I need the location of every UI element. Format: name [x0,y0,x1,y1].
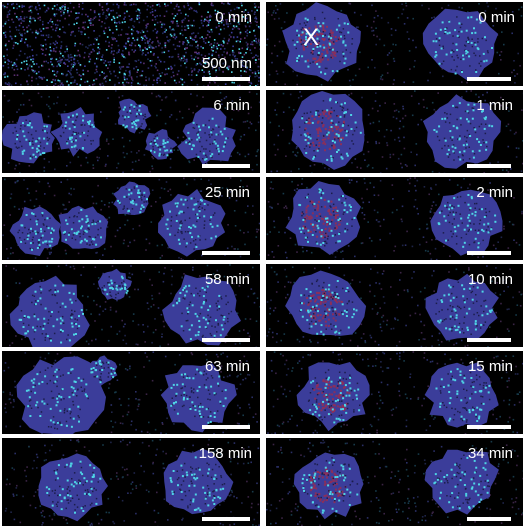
right-panel-5: 15 min [266,351,523,434]
scale-bar [202,164,250,168]
time-label: 1 min [476,97,513,114]
left-panel-4: 58 min [2,264,260,347]
time-label: 6 min [213,97,250,114]
time-label: 34 min [467,445,513,462]
left-panel-3: 25 min [2,177,260,260]
micrograph-image [266,264,523,347]
scale-bar [467,77,511,81]
micrograph-image [266,438,523,526]
micrograph-image [266,177,523,260]
scale-bar [467,164,511,168]
scale-bar [467,338,511,342]
micrograph-image [266,351,523,434]
time-label: 158 min [198,445,252,462]
micrograph-image [2,2,260,86]
scale-bar [467,425,511,429]
scale-bar [467,517,511,521]
micrograph-image [2,351,260,434]
right-panel-4: 10 min [266,264,523,347]
time-label: 15 min [467,358,513,375]
micrograph-image [2,264,260,347]
left-panel-2: 6 min [2,90,260,173]
time-label: 2 min [476,184,513,201]
micrograph-image [2,438,260,526]
x-marker: X [303,24,320,51]
left-panel-6: 158 min [2,438,260,526]
time-label: 63 min [204,358,250,375]
right-panel-3: 2 min [266,177,523,260]
right-panel-2: 1 min [266,90,523,173]
scale-bar [467,251,511,255]
scale-bar [202,517,250,521]
right-panel-6: 34 min [266,438,523,526]
scale-bar-label: 500 nm [201,55,252,72]
right-panel-1: X 0 min [266,2,523,86]
micrograph-image [266,90,523,173]
time-label: 10 min [467,271,513,288]
left-panel-1: 0 min 500 nm [2,2,260,86]
time-label: 25 min [204,184,250,201]
micrograph-image [2,90,260,173]
micrograph-image [266,2,523,86]
scale-bar [202,77,250,81]
scale-bar [202,338,250,342]
scale-bar [202,425,250,429]
time-label: 0 min [215,9,252,26]
left-panel-5: 63 min [2,351,260,434]
scale-bar [202,251,250,255]
time-label: 0 min [478,9,515,26]
micrograph-image [2,177,260,260]
time-label: 58 min [204,271,250,288]
